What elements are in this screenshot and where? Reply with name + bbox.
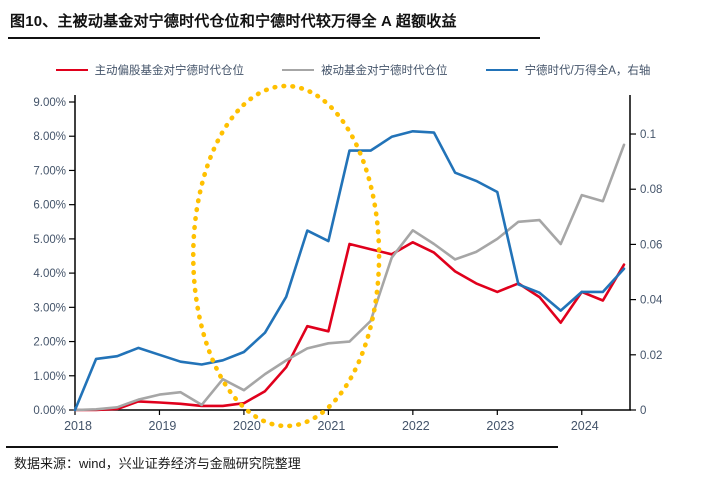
right-tick-label: 0.02 (640, 350, 662, 362)
right-tick-label: 0 (640, 405, 646, 417)
x-tick-label: 2024 (571, 419, 599, 433)
left-tick-label: 6.00% (33, 200, 66, 212)
title-divider (8, 37, 540, 39)
x-tick-label: 2023 (486, 419, 514, 433)
right-tick-label: 0.06 (640, 239, 662, 251)
left-tick-label: 1.00% (33, 371, 66, 383)
legend-label: 被动基金对宁德时代仓位 (321, 65, 448, 77)
left-tick-label: 9.00% (33, 97, 66, 109)
right-tick-label: 0.04 (640, 295, 663, 307)
x-tick-label: 2021 (317, 419, 345, 433)
catl-ratio-line (73, 130, 626, 412)
active-fund-line-swatch (55, 69, 88, 71)
legend-item-passive-fund: 被动基金对宁德时代仓位 (282, 62, 448, 78)
x-tick-label: 2018 (64, 419, 92, 433)
catl-ratio-line-swatch (485, 69, 518, 71)
right-tick-label: 0.08 (640, 184, 662, 196)
x-tick-label: 2022 (402, 419, 430, 433)
figure-title: 图10、主被动基金对宁德时代仓位和宁德时代较万得全 A 超额收益 (10, 13, 457, 30)
left-tick-label: 8.00% (33, 131, 66, 143)
left-tick-label: 3.00% (33, 302, 66, 314)
source-note: 数据来源：wind，兴业证券经济与金融研究院整理 (14, 456, 301, 471)
left-tick-label: 4.00% (33, 268, 66, 280)
left-tick-label: 7.00% (33, 165, 66, 177)
legend-item-catl-ratio: 宁德时代/万得全A，右轴 (485, 62, 651, 78)
legend-label: 宁德时代/万得全A，右轴 (524, 65, 651, 77)
footer-divider (6, 446, 558, 448)
legend-item-active-fund: 主动偏股基金对宁德时代仓位 (55, 62, 245, 78)
passive-fund-line (73, 143, 626, 412)
highlight-ellipse-annotation (190, 83, 382, 429)
left-tick-label: 5.00% (33, 234, 66, 246)
x-tick-label: 2019 (149, 419, 177, 433)
passive-fund-line-swatch (282, 69, 315, 71)
left-tick-label: 2.00% (33, 337, 66, 349)
chart-legend: 主动偏股基金对宁德时代仓位 被动基金对宁德时代仓位 宁德时代/万得全A，右轴 (40, 60, 666, 80)
active-fund-line (73, 241, 626, 412)
left-tick-label: 0.00% (33, 405, 66, 417)
x-tick-label: 2020 (233, 419, 261, 433)
legend-label: 主动偏股基金对宁德时代仓位 (94, 65, 245, 77)
right-tick-label: 0.1 (640, 129, 656, 141)
